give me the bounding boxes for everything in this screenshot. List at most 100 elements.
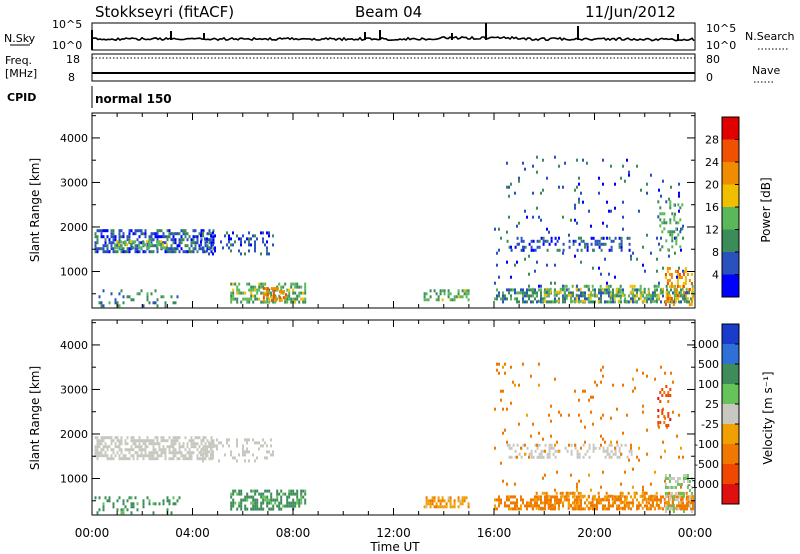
velocity-cell — [594, 446, 597, 450]
power-cell — [639, 290, 642, 294]
power-cell — [176, 244, 179, 248]
velocity-cell — [530, 374, 532, 378]
velocity-cell — [587, 494, 590, 498]
velocity-cell — [618, 507, 620, 511]
velocity-cell — [439, 499, 442, 503]
power-cell — [524, 167, 526, 171]
velocity-cell — [498, 495, 500, 499]
velocity-cell — [280, 495, 283, 499]
velocity-cell — [661, 394, 664, 397]
power-cell — [669, 221, 672, 225]
velocity-cell — [142, 457, 145, 461]
power-cell — [250, 237, 252, 241]
power-cell — [118, 235, 121, 239]
power-cell — [584, 245, 586, 249]
velocity-cell — [647, 506, 650, 510]
velocity-cell — [240, 498, 243, 502]
power-cell — [210, 250, 213, 254]
velocity-cell — [463, 499, 466, 503]
power-cell — [520, 236, 523, 240]
power-cell — [571, 299, 574, 303]
velocity-cell — [172, 496, 175, 500]
velocity-cell — [202, 451, 205, 455]
velocity-cell — [591, 503, 594, 507]
velocity-cell — [691, 497, 694, 501]
velocity-cell — [108, 457, 111, 461]
power-cell — [608, 236, 611, 240]
power-cell — [674, 297, 677, 300]
velocity-cell — [102, 454, 105, 458]
velocity-cell — [618, 495, 620, 499]
velocity-cell — [598, 446, 601, 450]
power-cell — [536, 260, 538, 264]
power-cell — [672, 285, 675, 288]
power-cell — [610, 239, 613, 243]
velocity-cell — [681, 497, 684, 501]
power-cell — [286, 288, 289, 292]
velocity-cell — [621, 506, 624, 510]
velocity-cell — [584, 425, 586, 429]
velocity-cell — [661, 409, 664, 412]
power-cell — [556, 248, 559, 252]
velocity-cell — [290, 501, 293, 505]
velocity-cell — [516, 504, 518, 508]
power-cell — [604, 300, 606, 304]
velocity-cell — [134, 439, 137, 443]
velocity-cell — [288, 492, 291, 496]
power-cell — [498, 248, 500, 252]
power-cell — [254, 246, 256, 250]
power-cell — [140, 246, 143, 250]
power-cell — [549, 290, 552, 294]
velocity-cell — [667, 394, 670, 397]
power-cell — [296, 282, 299, 286]
velocity-cell — [567, 500, 570, 504]
power-cell — [166, 246, 169, 250]
velocity-cell — [286, 504, 289, 508]
power-cell — [182, 229, 185, 233]
power-cell — [156, 229, 159, 233]
velocity-cell — [545, 494, 548, 498]
velocity-cell — [570, 449, 573, 453]
velocity-cell — [186, 457, 189, 461]
power-cell — [580, 291, 582, 295]
power-cell — [128, 247, 131, 251]
velocity-cell — [608, 443, 611, 447]
velocity-cell — [150, 454, 153, 458]
power-cell — [276, 287, 279, 291]
velocity-cell — [552, 507, 554, 511]
velocity-cell — [618, 498, 620, 502]
power-cell — [144, 250, 147, 254]
velocity-cell — [558, 449, 560, 453]
velocity-ylabel: Slant Range [km] — [28, 366, 42, 470]
power-cell — [628, 294, 630, 298]
velocity-cell — [296, 501, 299, 505]
power-cell — [160, 246, 163, 250]
velocity-cell — [626, 501, 628, 505]
power-cell — [212, 241, 215, 245]
velocity-cell — [534, 501, 536, 505]
power-cell — [665, 296, 668, 300]
power-cell — [114, 250, 117, 254]
power-cell — [112, 238, 115, 242]
velocity-cell — [130, 436, 133, 440]
power-cell — [545, 287, 548, 291]
velocity-cell — [296, 498, 299, 502]
power-cell — [164, 250, 167, 254]
power-cell — [248, 249, 250, 253]
power-cell — [651, 299, 654, 303]
velocity-cell — [102, 448, 105, 452]
power-cell — [618, 294, 620, 298]
power-cell — [618, 245, 621, 249]
power-cell — [558, 248, 561, 252]
power-cell — [632, 300, 634, 304]
velocity-cell — [242, 453, 244, 457]
power-cell — [502, 300, 504, 304]
velocity-cell — [423, 505, 426, 509]
velocity-cell — [494, 498, 496, 502]
velocity-cell — [672, 504, 675, 507]
velocity-cell — [549, 506, 552, 510]
velocity-cell — [604, 507, 606, 511]
power-cell — [582, 239, 585, 243]
velocity-cell — [200, 453, 202, 457]
velocity-cell — [559, 491, 562, 495]
